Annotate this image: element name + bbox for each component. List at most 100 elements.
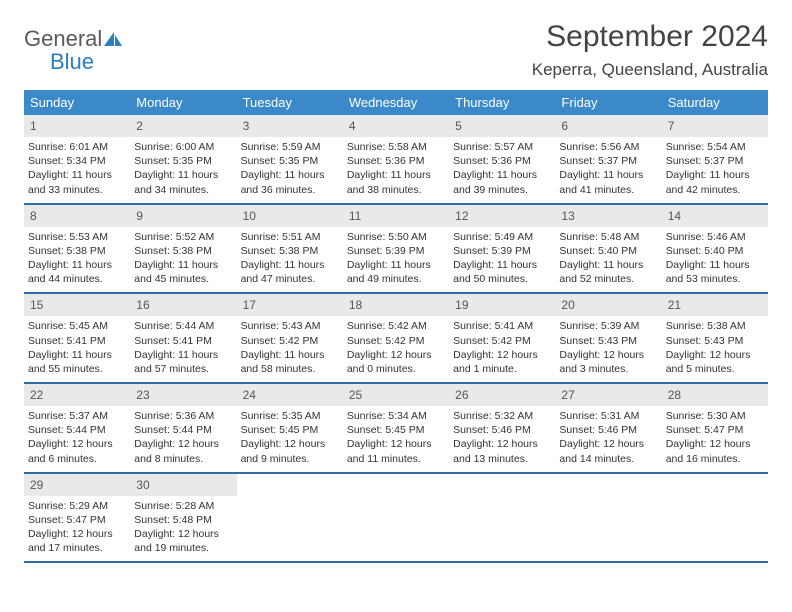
sunrise-line: Sunrise: 5:37 AM	[28, 409, 126, 423]
sunrise-line: Sunrise: 5:56 AM	[559, 140, 657, 154]
sunrise-line: Sunrise: 5:48 AM	[559, 230, 657, 244]
day-number-bar: 24	[237, 384, 343, 406]
sunset-line: Sunset: 5:35 PM	[134, 154, 232, 168]
sunset-line: Sunset: 5:37 PM	[666, 154, 764, 168]
day-number-bar: 27	[555, 384, 661, 406]
sunset-line: Sunset: 5:46 PM	[453, 423, 551, 437]
day-cell: 15 Sunrise: 5:45 AMSunset: 5:41 PMDayligh…	[24, 294, 130, 382]
sunrise-line: Sunrise: 5:43 AM	[241, 319, 339, 333]
daylight-line: Daylight: 11 hours and 34 minutes.	[134, 168, 232, 196]
day-number: 23	[136, 388, 149, 402]
day-number: 26	[455, 388, 468, 402]
sunset-line: Sunset: 5:34 PM	[28, 154, 126, 168]
sunset-line: Sunset: 5:44 PM	[28, 423, 126, 437]
sunset-line: Sunset: 5:37 PM	[559, 154, 657, 168]
day-number-bar: 7	[662, 115, 768, 137]
day-number-bar: 22	[24, 384, 130, 406]
daylight-line: Daylight: 12 hours and 3 minutes.	[559, 348, 657, 376]
day-number-bar: 1	[24, 115, 130, 137]
day-number: 13	[561, 209, 574, 223]
day-cell: 30Sunrise: 5:28 AMSunset: 5:48 PMDayligh…	[130, 474, 236, 562]
daylight-line: Daylight: 12 hours and 1 minute.	[453, 348, 551, 376]
day-number-bar: 12	[449, 205, 555, 227]
daylight-line: Daylight: 12 hours and 16 minutes.	[666, 437, 764, 465]
sunset-line: Sunset: 5:41 PM	[134, 334, 232, 348]
sunset-line: Sunset: 5:48 PM	[134, 513, 232, 527]
day-cell: 28Sunrise: 5:30 AMSunset: 5:47 PMDayligh…	[662, 384, 768, 472]
title-block: September 2024 Keperra, Queensland, Aust…	[532, 20, 768, 80]
sunset-line: Sunset: 5:38 PM	[241, 244, 339, 258]
day-number-bar: 16	[130, 294, 236, 316]
sunrise-line: Sunrise: 5:39 AM	[559, 319, 657, 333]
sunset-line: Sunset: 5:43 PM	[666, 334, 764, 348]
daylight-line: Daylight: 11 hours and 44 minutes.	[28, 258, 126, 286]
location: Keperra, Queensland, Australia	[532, 60, 768, 80]
day-number-bar: 13	[555, 205, 661, 227]
day-number: 19	[455, 298, 468, 312]
sunset-line: Sunset: 5:38 PM	[134, 244, 232, 258]
day-number: 1	[30, 119, 37, 133]
day-cell: 16Sunrise: 5:44 AMSunset: 5:41 PMDayligh…	[130, 294, 236, 382]
day-number-bar: 30	[130, 474, 236, 496]
day-number-bar: 15	[24, 294, 130, 316]
sunset-line: Sunset: 5:47 PM	[28, 513, 126, 527]
empty-cell	[237, 474, 343, 562]
sunrise-line: Sunrise: 5:31 AM	[559, 409, 657, 423]
daylight-line: Daylight: 12 hours and 8 minutes.	[134, 437, 232, 465]
sunset-line: Sunset: 5:47 PM	[666, 423, 764, 437]
day-cell: 14Sunrise: 5:46 AMSunset: 5:40 PMDayligh…	[662, 205, 768, 293]
day-number-bar: 20	[555, 294, 661, 316]
sunrise-line: Sunrise: 5:38 AM	[666, 319, 764, 333]
week-row: 22Sunrise: 5:37 AMSunset: 5:44 PMDayligh…	[24, 384, 768, 474]
day-number: 2	[136, 119, 143, 133]
day-cell: 7Sunrise: 5:54 AMSunset: 5:37 PMDaylight…	[662, 115, 768, 203]
day-number: 11	[349, 209, 361, 223]
sunrise-line: Sunrise: 5:42 AM	[347, 319, 445, 333]
daylight-line: Daylight: 11 hours and 36 minutes.	[241, 168, 339, 196]
day-number: 4	[349, 119, 356, 133]
daylight-line: Daylight: 11 hours and 47 minutes.	[241, 258, 339, 286]
dow-tuesday: Tuesday	[237, 90, 343, 115]
sunrise-line: Sunrise: 5:30 AM	[666, 409, 764, 423]
daylight-line: Daylight: 11 hours and 38 minutes.	[347, 168, 445, 196]
sunrise-line: Sunrise: 5:28 AM	[134, 499, 232, 513]
day-cell: 2Sunrise: 6:00 AMSunset: 5:35 PMDaylight…	[130, 115, 236, 203]
day-number-bar: 29	[24, 474, 130, 496]
day-number-bar: 18	[343, 294, 449, 316]
day-number: 15	[30, 298, 43, 312]
day-cell: 11Sunrise: 5:50 AMSunset: 5:39 PMDayligh…	[343, 205, 449, 293]
sunset-line: Sunset: 5:39 PM	[347, 244, 445, 258]
day-number-bar: 26	[449, 384, 555, 406]
daylight-line: Daylight: 12 hours and 14 minutes.	[559, 437, 657, 465]
day-number: 9	[136, 209, 143, 223]
sunset-line: Sunset: 5:42 PM	[453, 334, 551, 348]
daylight-line: Daylight: 12 hours and 11 minutes.	[347, 437, 445, 465]
sunrise-line: Sunrise: 5:59 AM	[241, 140, 339, 154]
day-number: 17	[243, 298, 256, 312]
day-cell: 8Sunrise: 5:53 AMSunset: 5:38 PMDaylight…	[24, 205, 130, 293]
day-number: 30	[136, 478, 149, 492]
daylight-line: Daylight: 11 hours and 57 minutes.	[134, 348, 232, 376]
day-number-bar: 6	[555, 115, 661, 137]
day-cell: 20Sunrise: 5:39 AMSunset: 5:43 PMDayligh…	[555, 294, 661, 382]
day-number: 20	[561, 298, 574, 312]
sunset-line: Sunset: 5:39 PM	[453, 244, 551, 258]
daylight-line: Daylight: 12 hours and 6 minutes.	[28, 437, 126, 465]
day-number: 29	[30, 478, 43, 492]
sunset-line: Sunset: 5:41 PM	[28, 334, 126, 348]
dow-sunday: Sunday	[24, 90, 130, 115]
month-title: September 2024	[532, 20, 768, 54]
week-row: 8Sunrise: 5:53 AMSunset: 5:38 PMDaylight…	[24, 205, 768, 295]
sunrise-line: Sunrise: 6:01 AM	[28, 140, 126, 154]
sunrise-line: Sunrise: 5:45 AM	[28, 319, 126, 333]
day-cell: 23Sunrise: 5:36 AMSunset: 5:44 PMDayligh…	[130, 384, 236, 472]
daylight-line: Daylight: 11 hours and 55 minutes.	[28, 348, 126, 376]
day-cell: 17Sunrise: 5:43 AMSunset: 5:42 PMDayligh…	[237, 294, 343, 382]
day-number-bar: 14	[662, 205, 768, 227]
day-number-bar: 9	[130, 205, 236, 227]
sunrise-line: Sunrise: 5:35 AM	[241, 409, 339, 423]
sunset-line: Sunset: 5:44 PM	[134, 423, 232, 437]
empty-cell	[343, 474, 449, 562]
daylight-line: Daylight: 12 hours and 9 minutes.	[241, 437, 339, 465]
day-number: 24	[243, 388, 256, 402]
